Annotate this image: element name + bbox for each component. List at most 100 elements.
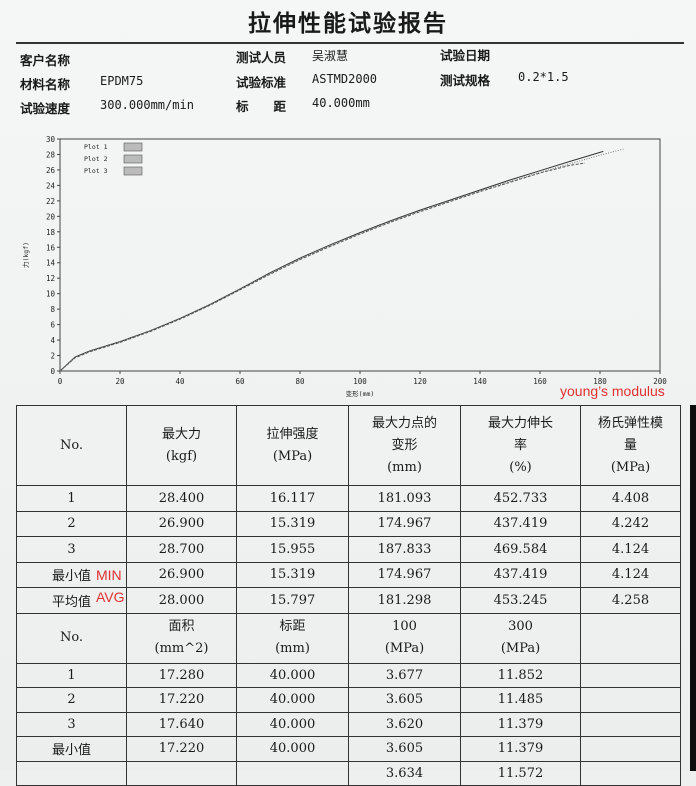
value-cell: 11.379 [460,711,581,737]
table1-header-cell: No. [16,405,127,486]
value-cell: 15.319 [236,510,349,537]
y-tick-label: 22 [46,197,55,206]
value-cell: 3.605 [348,736,461,762]
value-cell: 26.900 [126,510,237,537]
value-cell: 28.000 [126,587,237,614]
legend-label: Plot 1 [84,143,108,151]
customer-label: 客户名称 [20,53,71,68]
value-cell [126,760,237,786]
value-cell: 3.620 [348,711,461,737]
gauge-label: 标 距 [236,99,287,114]
header-text: (mm) [387,459,422,475]
table2-header-cell: 面积 (mm^2) [126,612,237,664]
header-text: (%) [509,459,532,475]
series-line-2 [59,162,586,372]
y-tick-label: 18 [46,228,56,237]
legend-swatch [123,142,143,152]
header-text: 最大力点的 [371,415,437,431]
value-cell [580,687,681,713]
y-tick-label: 16 [46,243,56,252]
table1-header-cell: 最大力伸长率 (%) [460,405,581,486]
table1-header-cell: 最大力点的 变形 (mm) [348,405,461,486]
table-row: 3.634 11.572 [16,760,681,786]
header-text: (MPa) [384,641,425,656]
row-label-cell: 1 [16,662,127,688]
date-label: 试验日期 [440,48,491,63]
y-tick-label: 30 [46,135,56,144]
value-cell: 11.572 [460,760,581,786]
row-label-cell: 最小值 [16,561,127,588]
table1-header-cell: 最大力 (kgf) [126,405,237,486]
x-tick-label: 200 [653,377,667,386]
y-tick-label: 8 [50,305,55,314]
header-text: 率 [513,437,527,453]
table1-header-cell: 拉伸强度 (MPa) [236,405,349,486]
material-value: EPDM75 [100,74,144,88]
value-cell [580,662,681,688]
value-cell: 40.000 [236,662,349,688]
row-label-cell: 2 [16,510,127,537]
header-text: 量 [623,437,637,453]
y-tick-label: 20 [46,212,56,221]
header-text: 最大力 [161,426,201,442]
row-label-cell: 2 [16,687,127,713]
row-label-cell: 3 [16,536,127,563]
x-tick-label: 40 [175,377,185,386]
y-tick-label: 10 [46,290,56,299]
value-cell: 17.280 [126,662,237,688]
table-row: 2 26.900 15.319 174.967 437.419 4.242 [16,510,681,537]
tester-value: 吴淑慧 [312,49,349,63]
value-cell: 469.584 [460,536,581,563]
value-cell [580,711,681,737]
row-label-cell: 最小值 [16,736,127,762]
x-tick-label: 180 [593,377,607,386]
avg-annotation: AVG [96,589,125,605]
header-text: 拉伸强度 [266,426,319,442]
value-cell: 16.117 [236,485,349,512]
plot-frame [59,138,661,372]
min-annotation: MIN [96,567,122,583]
x-tick-label: 100 [353,377,367,386]
standard-value: ASTMD2000 [312,72,378,86]
material-label: 材料名称 [20,77,71,92]
header-text: 100 [392,619,417,634]
value-cell [580,760,681,786]
header-text: (MPa) [500,641,541,656]
header-text: No. [59,630,84,645]
speed-label: 试验速度 [20,101,71,116]
value-cell: 11.379 [460,736,581,762]
y-tick-label: 28 [46,150,56,159]
value-cell: 4.124 [580,536,681,563]
x-tick-label: 140 [473,377,487,386]
table1-header-cell: 杨氏弹性模量 (MPa) [580,405,681,486]
y-tick-label: 24 [46,181,56,190]
value-cell: 40.000 [236,711,349,737]
force-deformation-chart: 0 2 4 6 8 10 12 14 16 18 20 22 24 26 28 30 0 20 40 60 80 100 1… [14,125,694,400]
x-tick-label: 0 [58,377,63,386]
table2-header-cell: 标距 (mm) [236,612,349,664]
report-title: 拉伸性能试验报告 [248,10,448,37]
value-cell: 174.967 [348,510,461,537]
tester-label: 测试人员 [236,50,287,65]
y-axis-label: 力(kgf) [21,242,30,268]
header-text: No. [59,437,84,453]
value-cell: 15.797 [236,587,349,614]
standard-label: 试验标准 [236,75,287,90]
row-label-cell [16,760,127,786]
legend-label: Plot 3 [84,167,108,175]
spec-value: 0.2*1.5 [518,70,569,84]
legend-swatch [123,166,143,176]
table2-header-cell: 100 (MPa) [348,612,461,664]
table1-header-row: No. 最大力 (kgf) 拉伸强度 (MPa) 最大力点的 变形 (mm) 最大力伸长率 (%)… [16,405,681,486]
value-cell: 4.408 [580,485,681,512]
value-cell: 181.093 [348,485,461,512]
y-tick-label: 26 [46,166,56,175]
x-tick-label: 20 [115,377,125,386]
value-cell: 17.220 [126,736,237,762]
series-line-1 [59,150,604,372]
value-cell: 3.605 [348,687,461,713]
value-cell: 181.298 [348,587,461,614]
youngs-modulus-annotation: young’s modulus [560,383,665,399]
table-row: 2 17.220 40.000 3.605 11.485 [16,687,681,713]
